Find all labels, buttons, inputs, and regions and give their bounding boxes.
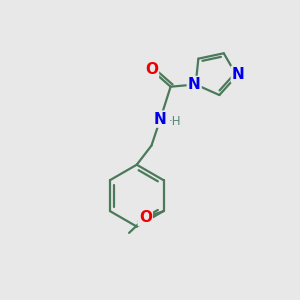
Text: O: O [139,210,152,225]
Text: N: N [232,67,244,82]
Text: N: N [188,77,201,92]
Text: O: O [145,62,158,77]
Text: N: N [154,112,167,127]
Text: ·H: ·H [169,115,181,128]
